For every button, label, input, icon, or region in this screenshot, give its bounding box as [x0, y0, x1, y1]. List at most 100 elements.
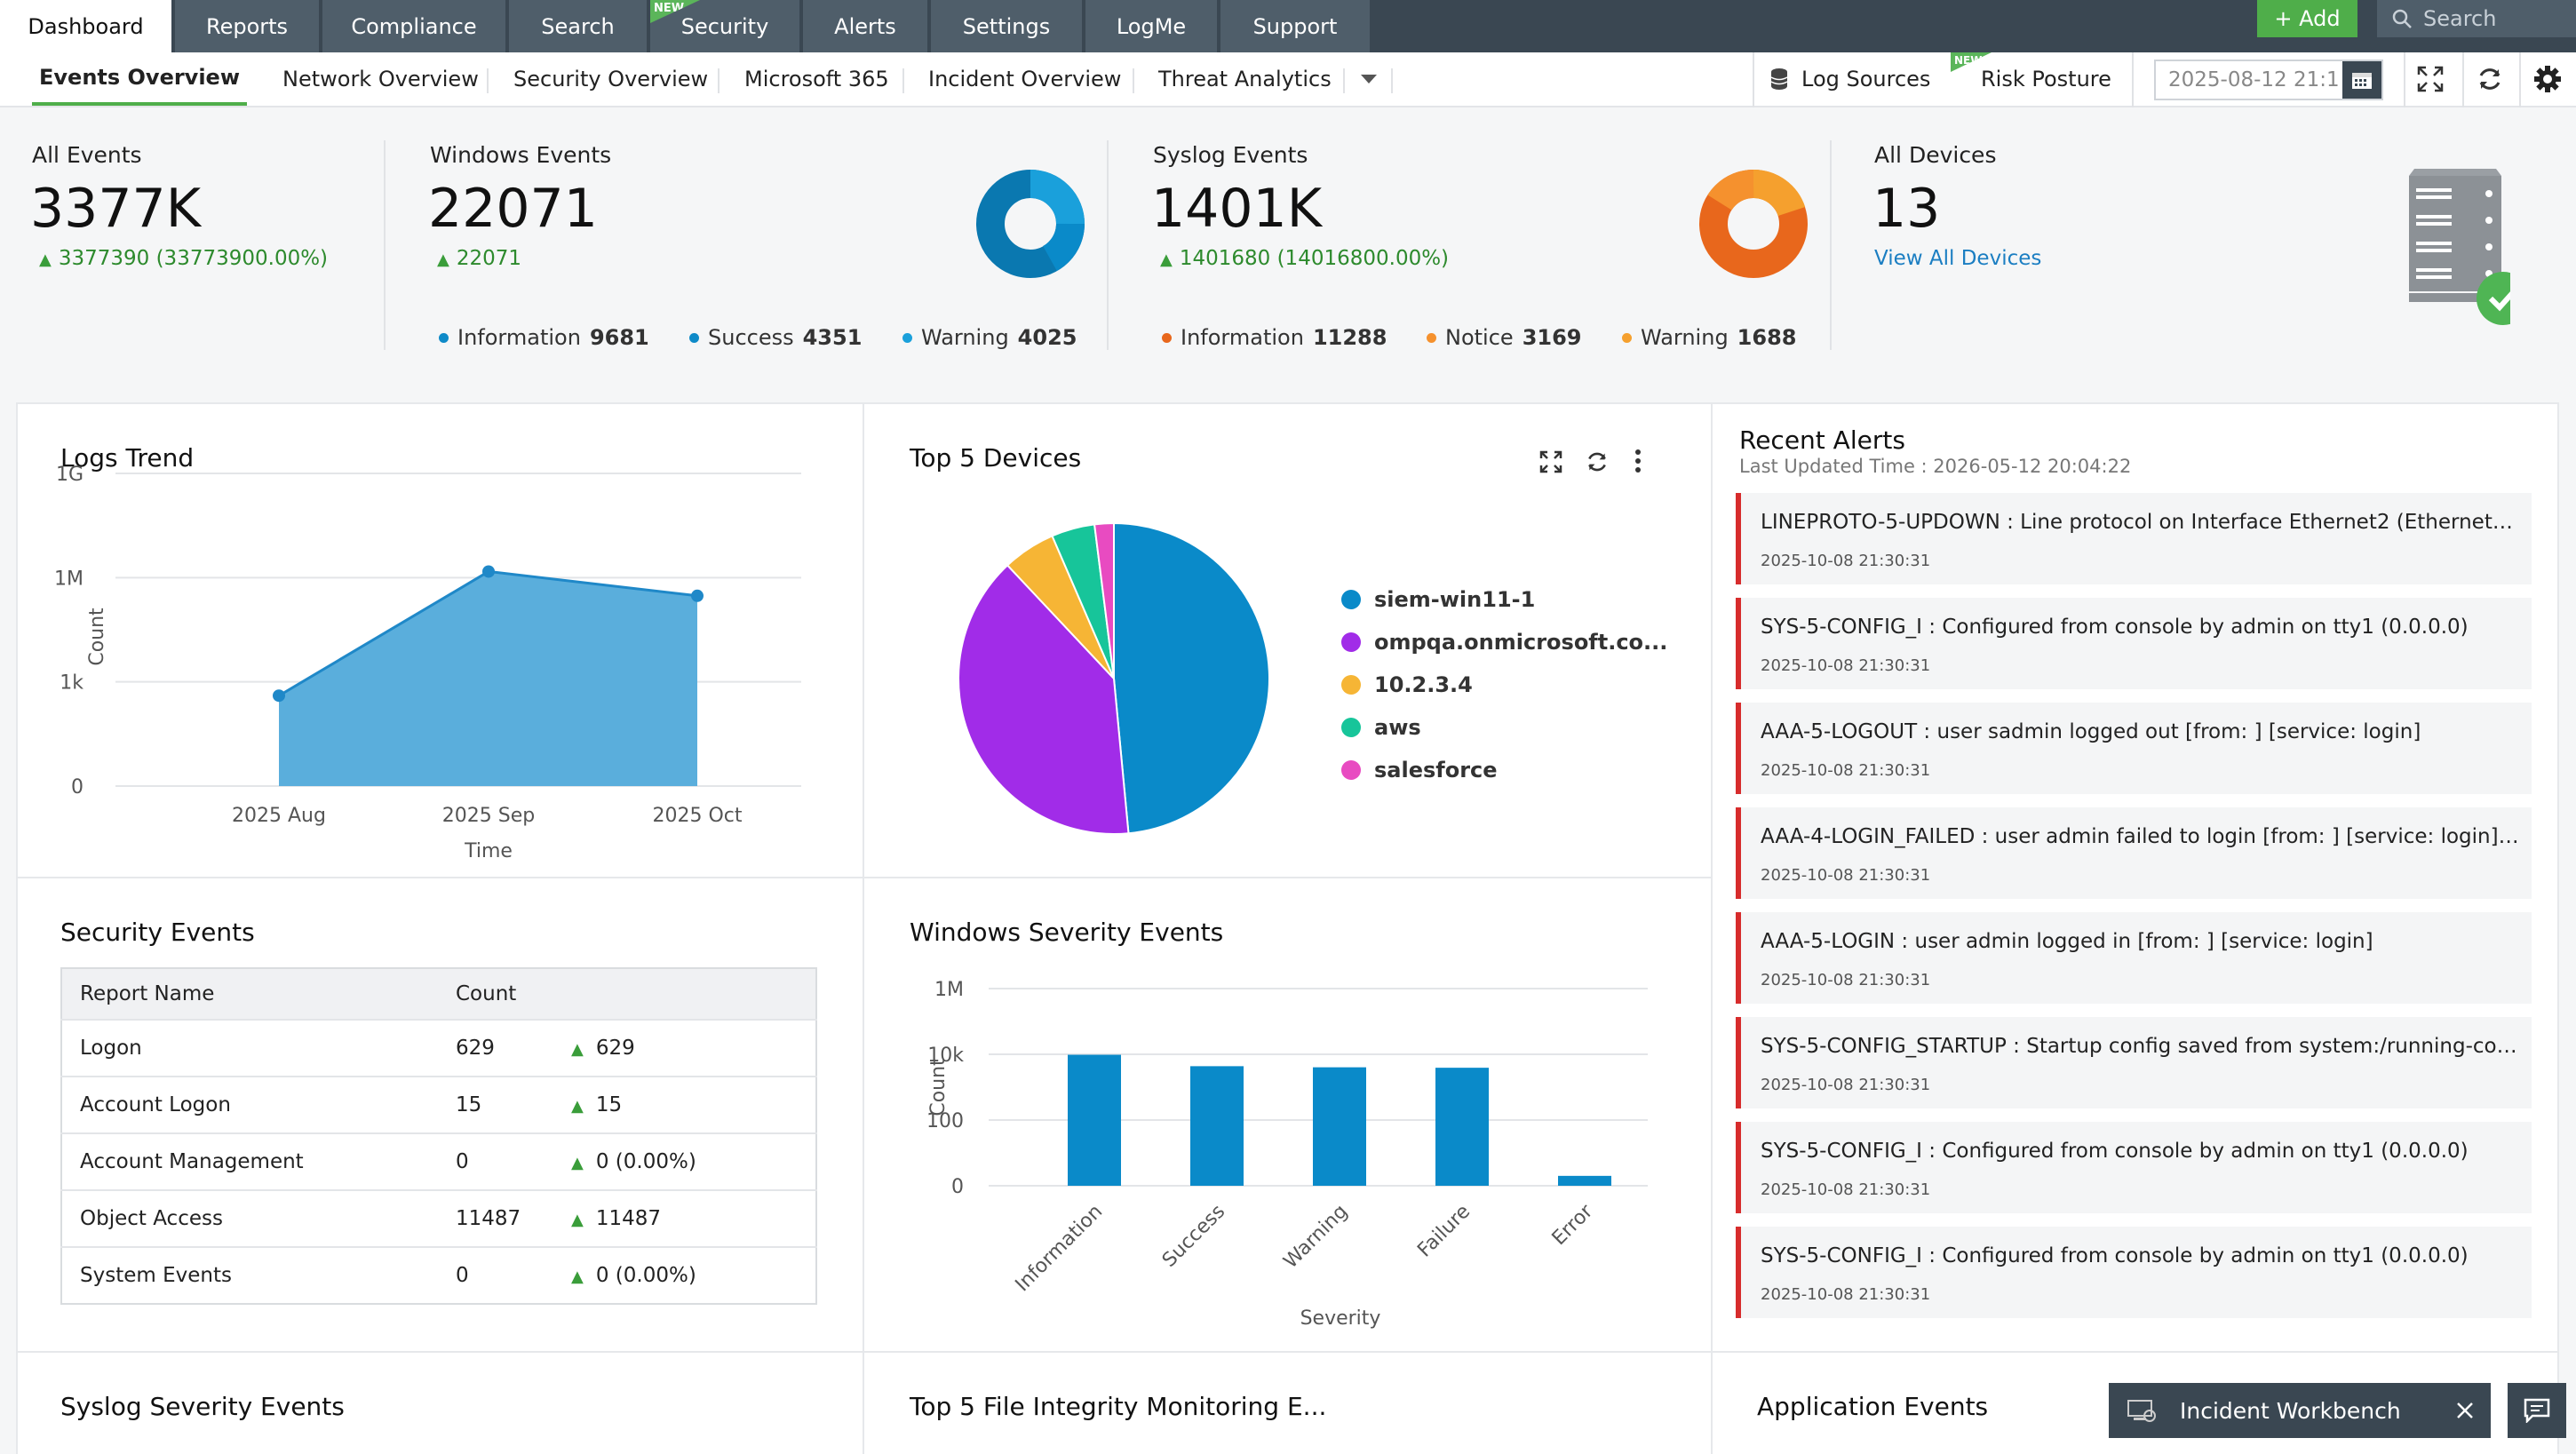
count-cell[interactable]: 15 — [456, 1076, 571, 1133]
alert-time: 2025-10-08 21:30:31 — [1761, 866, 1931, 885]
alert-item[interactable]: SYS-5-CONFIG_I : Configured from console… — [1736, 1227, 2532, 1318]
view-all-devices-link[interactable]: View All Devices — [1874, 247, 2042, 270]
divider — [384, 140, 386, 350]
alert-item[interactable]: AAA-4-LOGIN_FAILED : user admin failed t… — [1736, 807, 2532, 899]
severity-bar[interactable] — [1190, 1066, 1244, 1186]
chat-button[interactable] — [2508, 1383, 2566, 1438]
report-name-cell[interactable]: Account Logon — [61, 1076, 456, 1133]
legend-item: Information 9681 — [439, 325, 649, 350]
alert-item[interactable]: LINEPROTO-5-UPDOWN : Line protocol on In… — [1736, 493, 2532, 584]
legend-dot — [689, 332, 699, 343]
tab-settings[interactable]: Settings — [931, 0, 1084, 52]
more-options-icon[interactable] — [1634, 449, 1642, 473]
incident-workbench-bar[interactable]: Incident Workbench — [2109, 1383, 2491, 1438]
fullscreen-button[interactable] — [2416, 52, 2448, 106]
alert-message[interactable]: AAA-5-LOGOUT : user sadmin logged out [f… — [1761, 720, 2421, 743]
all-devices-title: All Devices — [1874, 142, 1997, 168]
tab-microsoft-365[interactable]: Microsoft 365 — [744, 67, 889, 91]
trend-point[interactable] — [273, 689, 285, 703]
alert-message[interactable]: LINEPROTO-5-UPDOWN : Line protocol on In… — [1761, 511, 2524, 534]
all-devices-value: 13 — [1872, 178, 1941, 240]
severity-bar[interactable] — [1558, 1175, 1611, 1186]
delta-text: 22071 — [456, 247, 522, 270]
tab-logme[interactable]: LogMe — [1085, 0, 1219, 52]
divider — [487, 68, 489, 93]
y-tick-label: 0 — [71, 776, 83, 799]
table-row[interactable]: Account Management 0 ▲ 0 (0.00%) — [61, 1132, 816, 1190]
tab-dashboard[interactable]: Dashboard — [0, 0, 173, 52]
legend-label: Information — [457, 325, 581, 350]
severity-bar[interactable] — [1435, 1068, 1489, 1186]
alert-message[interactable]: AAA-5-LOGIN : user admin logged in [from… — [1761, 930, 2373, 953]
report-name-cell[interactable]: Account Management — [61, 1132, 456, 1190]
alert-message[interactable]: AAA-4-LOGIN_FAILED : user admin failed t… — [1761, 825, 2524, 848]
pie-slice[interactable] — [958, 564, 1130, 835]
legend-label[interactable]: salesforce — [1374, 758, 1498, 783]
refresh-icon[interactable] — [1586, 450, 1609, 473]
alert-item[interactable]: SYS-5-CONFIG_STARTUP : Startup config sa… — [1736, 1017, 2532, 1108]
count-cell[interactable]: 11487 — [456, 1189, 571, 1247]
tab-search[interactable]: Search — [509, 0, 648, 52]
log-sources-button[interactable]: Log Sources — [1769, 52, 1930, 106]
alert-item[interactable]: SYS-5-CONFIG_I : Configured from console… — [1736, 598, 2532, 689]
date-range-picker[interactable]: 2025-08-12 21:1 — [2154, 60, 2383, 100]
tab-incident-overview[interactable]: Incident Overview — [928, 67, 1122, 91]
tab-security[interactable]: NEW Security — [650, 0, 801, 52]
legend-label: Notice — [1445, 325, 1514, 350]
divider — [2462, 52, 2464, 107]
refresh-button[interactable] — [2477, 52, 2505, 106]
alert-item[interactable]: SYS-5-CONFIG_I : Configured from console… — [1736, 1122, 2532, 1213]
all-events-delta: ▲ 3377390 (33773900.00%) — [39, 247, 329, 270]
expand-icon[interactable] — [1539, 450, 1562, 473]
trend-point[interactable] — [691, 589, 704, 602]
legend-label[interactable]: siem-win11-1 — [1374, 587, 1535, 612]
pie-slice[interactable] — [1093, 521, 1115, 679]
add-button[interactable]: + Add — [2257, 0, 2357, 37]
table-row[interactable]: Logon 629 ▲ 629 — [61, 1019, 816, 1077]
widget-title: Top 5 Devices — [910, 443, 1082, 473]
tab-events-overview[interactable]: Events Overview — [32, 52, 247, 106]
settings-button[interactable] — [2533, 52, 2564, 106]
column-header-count[interactable]: Count — [456, 968, 816, 1020]
alert-item[interactable]: AAA-5-LOGIN : user admin logged in [from… — [1736, 912, 2532, 1004]
global-search-input[interactable]: Search — [2377, 0, 2576, 37]
tab-threat-analytics[interactable]: Threat Analytics — [1158, 67, 1332, 91]
count-cell[interactable]: 0 — [456, 1246, 571, 1304]
search-placeholder: Search — [2423, 6, 2497, 31]
trend-point[interactable] — [482, 565, 495, 578]
report-name-cell[interactable]: Logon — [61, 1019, 456, 1077]
column-header-report-name[interactable]: Report Name — [61, 968, 456, 1020]
calendar-button[interactable] — [2342, 61, 2381, 99]
divider — [1830, 140, 1832, 350]
alert-message[interactable]: SYS-5-CONFIG_I : Configured from console… — [1761, 1244, 2469, 1267]
tab-reports[interactable]: Reports — [175, 0, 321, 52]
table-row[interactable]: System Events 0 ▲ 0 (0.00%) — [61, 1246, 816, 1304]
tab-alerts[interactable]: Alerts — [803, 0, 929, 52]
tab-network-overview[interactable]: Network Overview — [282, 67, 479, 91]
alert-message[interactable]: SYS-5-CONFIG_STARTUP : Startup config sa… — [1761, 1035, 2524, 1058]
tab-security-overview[interactable]: Security Overview — [513, 67, 709, 91]
severity-bar[interactable] — [1068, 1054, 1121, 1186]
alert-item[interactable]: AAA-5-LOGOUT : user sadmin logged out [f… — [1736, 703, 2532, 794]
syslog-events-title: Syslog Events — [1153, 142, 1308, 168]
alert-message[interactable]: SYS-5-CONFIG_I : Configured from console… — [1761, 616, 2469, 639]
tab-support[interactable]: Support — [1220, 0, 1371, 52]
pie-slice[interactable] — [1113, 521, 1270, 835]
alert-message[interactable]: SYS-5-CONFIG_I : Configured from console… — [1761, 1140, 2469, 1163]
log-sources-label: Log Sources — [1801, 67, 1931, 91]
table-row[interactable]: Account Logon 15 ▲ 15 — [61, 1076, 816, 1133]
tab-compliance[interactable]: Compliance — [322, 0, 507, 52]
more-tabs-dropdown[interactable] — [1359, 52, 1380, 106]
legend-label[interactable]: ompqa.onmicrosoft.co... — [1374, 630, 1667, 655]
severity-bar[interactable] — [1313, 1067, 1366, 1186]
close-icon[interactable] — [2455, 1401, 2475, 1420]
risk-posture-button[interactable]: NEW Risk Posture — [1951, 52, 2128, 106]
report-name-cell[interactable]: System Events — [61, 1246, 456, 1304]
report-name-cell[interactable]: Object Access — [61, 1189, 456, 1247]
legend-count: 1688 — [1737, 325, 1797, 350]
legend-label[interactable]: 10.2.3.4 — [1374, 672, 1473, 697]
count-cell[interactable]: 629 — [456, 1019, 571, 1077]
table-row[interactable]: Object Access 11487 ▲ 11487 — [61, 1189, 816, 1247]
legend-label[interactable]: aws — [1374, 715, 1421, 740]
count-cell[interactable]: 0 — [456, 1132, 571, 1190]
